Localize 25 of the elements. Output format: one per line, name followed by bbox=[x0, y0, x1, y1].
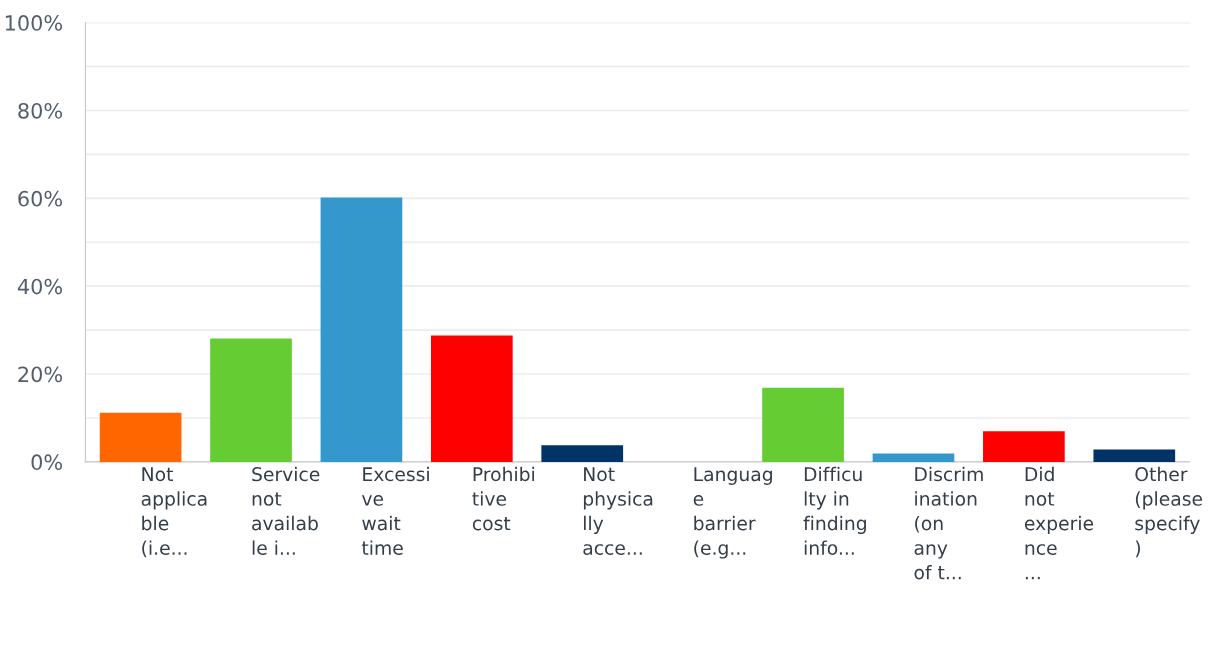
x-tick-label: Discrim ination (on any of t... bbox=[914, 466, 983, 580]
bar bbox=[430, 335, 513, 462]
bar bbox=[99, 412, 182, 462]
x-tick-label: Prohibi tive cost bbox=[472, 466, 535, 531]
y-tick-label: 60% bbox=[18, 190, 63, 207]
y-tick-label: 100% bbox=[5, 15, 63, 31]
bar bbox=[210, 338, 292, 462]
x-tick-label: Excessi ve wait time bbox=[361, 466, 429, 555]
bar bbox=[1093, 449, 1176, 462]
bar bbox=[983, 431, 1065, 462]
bar bbox=[320, 197, 403, 462]
x-tick-label: Difficu lty in finding info... bbox=[803, 466, 866, 555]
bar bbox=[872, 453, 955, 462]
x-tick-label: Not applica ble (i.e... bbox=[141, 467, 207, 558]
x-tick-label: Service not availab le i... bbox=[252, 466, 320, 555]
x-tick-label: Did not experie nce ... bbox=[1024, 466, 1094, 580]
bar bbox=[541, 445, 624, 462]
y-tick-label: 20% bbox=[18, 366, 63, 383]
x-tick-label: Languag e barrier (e.g... bbox=[693, 467, 772, 559]
y-tick-label: 40% bbox=[17, 278, 63, 295]
x-tick-label: Not physica lly acce... bbox=[583, 467, 653, 555]
y-tick-label: 80% bbox=[18, 102, 63, 119]
y-tick-label: 0% bbox=[31, 454, 63, 471]
bar bbox=[762, 387, 844, 462]
x-tick-label: Other (please specify ) bbox=[1135, 466, 1203, 558]
